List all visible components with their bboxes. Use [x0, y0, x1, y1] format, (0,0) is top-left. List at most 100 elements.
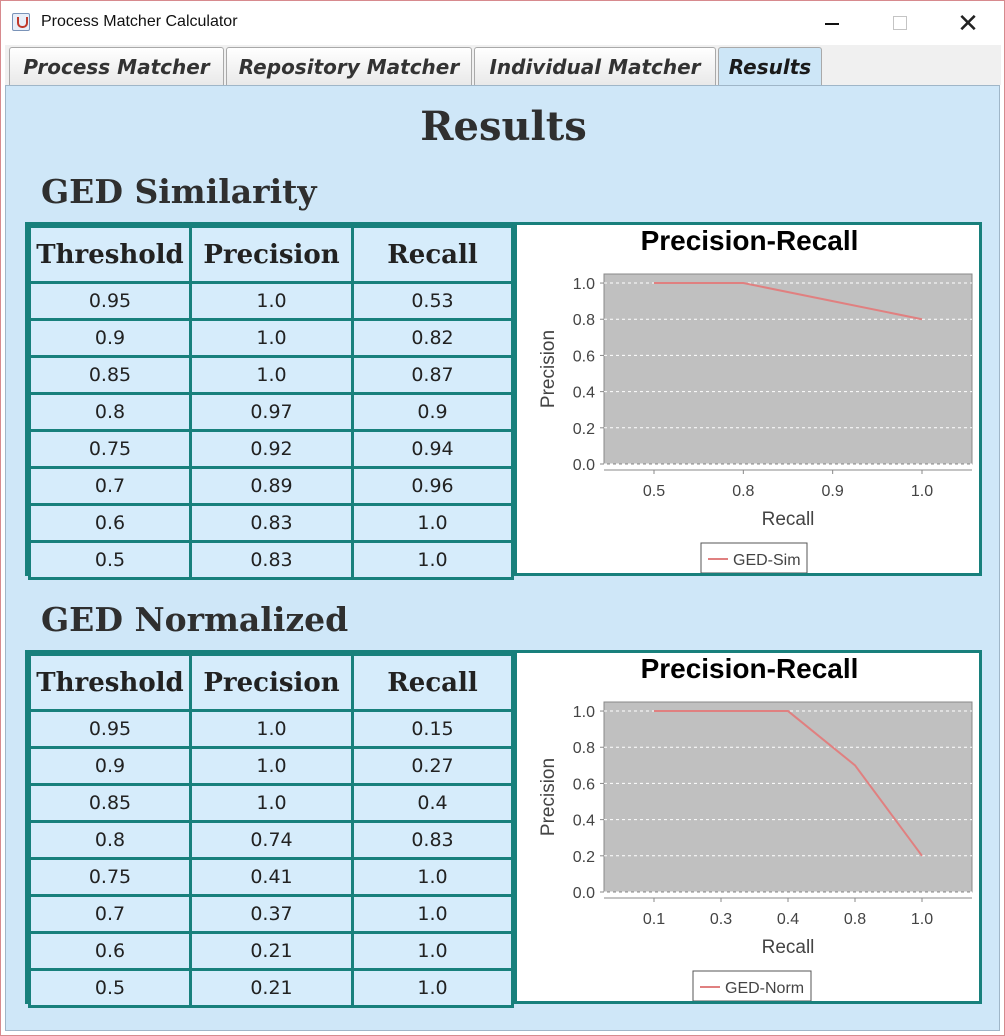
table-cell-threshold: 0.85 [28, 355, 192, 395]
maximize-icon [893, 16, 907, 30]
table-cell-threshold: 0.95 [28, 281, 192, 321]
table-cell-recall: 0.94 [351, 429, 514, 469]
x-tick-label: 0.1 [643, 911, 665, 928]
x-tick-label: 0.8 [844, 911, 866, 928]
table-cell-recall: 0.87 [351, 355, 514, 395]
table-cell-threshold: 0.95 [28, 709, 192, 749]
column-header-threshold: Threshold [28, 225, 192, 284]
table-cell-threshold: 0.7 [28, 466, 192, 506]
table-cell-precision: 0.21 [189, 931, 354, 971]
window-title: Process Matcher Calculator [41, 13, 238, 30]
column-header-precision: Precision [189, 225, 354, 284]
table-cell-threshold: 0.9 [28, 318, 192, 358]
legend: GED-Norm [692, 970, 812, 1002]
tab-results[interactable]: Results [718, 47, 822, 85]
x-axis-label: Recall [762, 937, 815, 958]
tab-repository-matcher[interactable]: Repository Matcher [226, 47, 472, 85]
title-bar: Process Matcher Calculator ✕ [1, 1, 1004, 45]
table-cell-threshold: 0.85 [28, 783, 192, 823]
table-cell-precision: 0.97 [189, 392, 354, 432]
series-line [654, 282, 923, 321]
table-cell-precision: 1.0 [189, 318, 354, 358]
column-header-precision: Precision [189, 653, 354, 712]
table-cell-precision: 0.37 [189, 894, 354, 934]
table-cell-threshold: 0.8 [28, 392, 192, 432]
table-cell-recall: 0.27 [351, 746, 514, 786]
legend-label: GED-Sim [733, 552, 801, 569]
column-header-recall: Recall [351, 225, 514, 284]
table-cell-precision: 1.0 [189, 783, 354, 823]
table-cell-precision: 0.83 [189, 540, 354, 580]
results-panel: Results GED Similarity Threshold Precisio… [5, 85, 1000, 1031]
x-tick-label: 0.5 [643, 483, 665, 500]
ged-normalized-chart: Precision-Recall 0.0 0.2 0.4 0.6 0.8 1.0 0.1 0.… [514, 653, 979, 1002]
table-cell-recall: 0.53 [351, 281, 514, 321]
x-tick-label: 0.9 [822, 483, 844, 500]
chart-title: Precision-Recall [640, 225, 859, 256]
plot-area [603, 273, 973, 465]
table-cell-threshold: 0.9 [28, 746, 192, 786]
table-cell-recall: 0.96 [351, 466, 514, 506]
table-cell-precision: 0.41 [189, 857, 354, 897]
table-cell-recall: 1.0 [351, 857, 514, 897]
ged-similarity-panel: Threshold Precision Recall 0.95 1.0 0.53 0.9 1.… [25, 222, 982, 580]
y-tick-label: 0.4 [573, 385, 595, 402]
table-cell-threshold: 0.5 [28, 540, 192, 580]
tab-individual-matcher[interactable]: Individual Matcher [474, 47, 716, 85]
minimize-button[interactable] [798, 1, 866, 45]
page-title: Results [420, 103, 587, 150]
table-cell-recall: 0.83 [351, 820, 514, 860]
y-tick-label: 0.2 [573, 421, 595, 438]
y-tick-label: 0.4 [573, 813, 595, 830]
table-cell-precision: 0.83 [189, 503, 354, 543]
y-tick-label: 0.8 [573, 312, 595, 329]
table-cell-recall: 1.0 [351, 503, 514, 543]
ged-similarity-plot: 0.0 0.2 0.4 0.6 0.8 1.0 0.5 0.8 0.9 1.0 Recall Prec… [538, 273, 973, 574]
ged-normalized-table: Threshold Precision Recall 0.95 1.0 0.15 0.9 1.… [28, 653, 514, 1008]
table-cell-precision: 0.74 [189, 820, 354, 860]
column-header-recall: Recall [351, 653, 514, 712]
section-title-ged-similarity: GED Similarity [41, 172, 317, 211]
table-cell-threshold: 0.75 [28, 429, 192, 469]
x-tick-label: 0.4 [777, 911, 799, 928]
y-axis-label: Precision [538, 758, 559, 836]
ged-similarity-table: Threshold Precision Recall 0.95 1.0 0.53 0.9 1.… [28, 225, 514, 580]
table-cell-recall: 0.4 [351, 783, 514, 823]
table-cell-recall: 0.15 [351, 709, 514, 749]
x-tick-label: 0.8 [732, 483, 754, 500]
x-tick-label: 0.3 [710, 911, 732, 928]
table-cell-threshold: 0.75 [28, 857, 192, 897]
chart-title: Precision-Recall [640, 653, 859, 684]
y-tick-label: 1.0 [573, 276, 595, 293]
x-tick-label: 1.0 [911, 911, 933, 928]
y-tick-label: 0.6 [573, 348, 595, 365]
table-cell-precision: 1.0 [189, 746, 354, 786]
legend-label: GED-Norm [725, 980, 804, 997]
y-tick-label: 0.8 [573, 740, 595, 757]
y-tick-label: 0.2 [573, 849, 595, 866]
maximize-button[interactable] [866, 1, 934, 45]
table-cell-recall: 1.0 [351, 968, 514, 1008]
ged-normalized-panel: Threshold Precision Recall 0.95 1.0 0.15 0.9 1.… [25, 650, 982, 1008]
table-cell-recall: 1.0 [351, 931, 514, 971]
column-header-threshold: Threshold [28, 653, 192, 712]
table-cell-precision: 1.0 [189, 355, 354, 395]
close-button[interactable]: ✕ [957, 7, 979, 38]
y-tick-label: 0.0 [573, 885, 595, 902]
x-tick-label: 1.0 [911, 483, 933, 500]
tab-process-matcher[interactable]: Process Matcher [9, 47, 224, 85]
table-cell-precision: 0.92 [189, 429, 354, 469]
table-cell-recall: 1.0 [351, 894, 514, 934]
java-app-icon [12, 13, 30, 31]
y-tick-label: 0.0 [573, 457, 595, 474]
table-cell-threshold: 0.6 [28, 503, 192, 543]
ged-similarity-chart: Precision-Recall 0.0 0.2 0.4 0.6 0.8 1.0 0.5 0.… [514, 225, 979, 574]
plot-area [603, 701, 973, 893]
x-axis-label: Recall [762, 509, 815, 530]
table-cell-precision: 0.21 [189, 968, 354, 1008]
table-cell-threshold: 0.5 [28, 968, 192, 1008]
series-line [654, 710, 923, 857]
section-title-ged-normalized: GED Normalized [41, 600, 349, 639]
tab-bar: Process Matcher Repository Matcher Indiv… [5, 45, 1001, 85]
